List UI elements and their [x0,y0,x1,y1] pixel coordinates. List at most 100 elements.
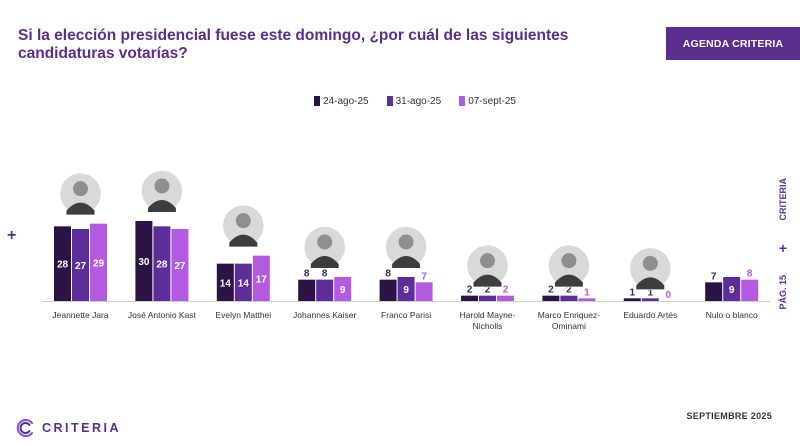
data-label: 2 [566,285,572,296]
bar [497,295,514,301]
data-label: 17 [256,274,268,285]
category-label: Ominami [552,321,586,331]
legend-swatch [386,96,393,106]
portrait-body [636,277,665,290]
plus-icon-right: + [778,239,788,256]
legend-swatch [314,96,320,106]
bar [135,221,153,301]
portrait-body [473,274,502,287]
data-label: 8 [747,269,753,280]
bar [90,223,107,301]
title-line-2: candidaturas votarías? [18,45,188,62]
data-label: 9 [403,285,409,296]
side-brand: CRITERIA [778,178,788,221]
category-label: José Antonio Kast [128,310,197,320]
criteria-logo: CRITERIA [16,418,121,438]
bar [234,263,252,301]
bar [397,277,415,301]
category-label: Nulo o blanco [706,310,758,320]
portrait-body [392,256,421,268]
portrait-head [317,234,333,250]
data-label: 27 [75,261,87,272]
data-label: 2 [485,285,491,296]
data-label: 1 [630,287,636,298]
portrait-head [398,234,414,250]
category-label: Franco Parisi [381,310,431,320]
bar [216,263,234,301]
bar [379,279,397,301]
data-label: 9 [729,285,735,296]
data-label: 8 [385,269,391,280]
category-label: Eduardo Artés [623,310,677,320]
portrait-head [480,253,495,269]
bar [252,255,270,301]
legend-item: 31-ago-25 [386,94,442,108]
legend-item: 24-ago-25 [314,94,369,108]
legend-swatch [459,96,466,106]
portrait-body [147,200,176,212]
bar [298,279,316,301]
category-label: Harold Mayne- [460,310,516,320]
data-label: 7 [421,271,427,282]
portrait-body [229,234,258,247]
portrait-head [235,213,251,229]
category-label: Jeannette Jara [52,310,109,320]
bar [54,226,71,301]
portrait-body [66,202,95,215]
category-label: Evelyn Matthei [215,310,271,320]
portrait-body [554,274,583,287]
data-label: 2 [548,285,554,296]
data-label: 8 [322,269,328,280]
portrait-head [73,181,88,197]
side-page-number: PÁG. 15 [778,275,788,310]
data-label: 30 [138,257,150,268]
legend-label: 31-ago-25 [395,95,442,107]
side-label: CRITERIA + PÁG. 15 [776,178,790,310]
data-label: 1 [648,287,654,298]
bar [479,295,496,301]
bar [641,298,659,301]
bar [723,277,741,301]
bar [560,295,578,301]
data-label: 29 [93,258,105,269]
data-label: 14 [238,278,250,289]
chart-legend: 24-ago-25 31-ago-25 07-sept-25 [0,94,800,108]
bar [461,295,478,301]
data-label: 7 [711,271,717,282]
data-label: 8 [304,269,310,280]
bar [741,279,759,301]
plus-icon-left: + [7,227,17,244]
bar [171,229,189,301]
data-label: 1 [584,287,590,298]
bar [623,298,641,301]
portrait-head [561,253,577,269]
logo-text: CRITERIA [42,421,122,435]
category-label: Johannes Kaiser [293,310,356,320]
legend-item: 07-sept-25 [459,94,516,108]
footer-date: SEPTIEMBRE 2025 [686,411,772,421]
data-label: 27 [174,261,186,272]
bar [334,277,352,301]
legend-label: 07-sept-25 [468,95,516,107]
bar [705,282,723,301]
bar [578,298,596,301]
category-label: Marco Enriquez- [538,310,601,320]
data-label: 28 [156,260,168,271]
category-label: Nicholls [473,321,503,331]
portrait-body [310,256,339,268]
bar [72,229,89,301]
portrait-head [154,178,170,194]
title-line-1: Si la elección presidencial fuese este d… [18,27,569,44]
data-label: 0 [666,290,672,301]
data-label: 2 [503,285,509,296]
page-title: Si la elección presidencial fuese este d… [18,27,618,63]
data-label: 9 [340,285,346,296]
criteria-logo-icon [16,418,34,438]
bar [542,295,560,301]
agenda-badge: AGENDA CRITERIA [666,27,800,60]
bar [153,226,171,301]
data-label: 2 [467,285,473,296]
bar [415,282,433,301]
data-label: 28 [57,260,69,271]
